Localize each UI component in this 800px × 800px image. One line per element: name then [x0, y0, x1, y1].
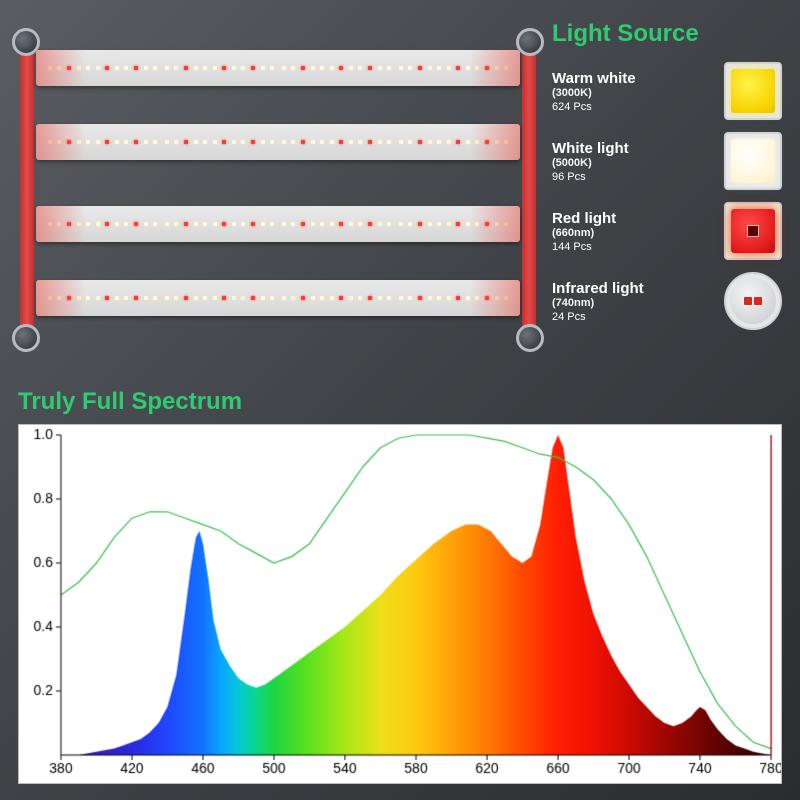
spectrum-title: Truly Full Spectrum	[18, 388, 242, 416]
led-chip-icon	[724, 132, 782, 190]
light-source-row: Red light(660nm) 144 Pcs	[552, 202, 782, 260]
light-source-sub: (3000K)	[552, 87, 724, 99]
mount-knob	[516, 28, 544, 56]
light-source-panel: Light Source Warm white(3000K) 624 Pcs Whi…	[552, 20, 782, 360]
light-source-row: Warm white(3000K) 624 Pcs	[552, 62, 782, 120]
light-source-pcs: 96 Pcs	[552, 171, 724, 183]
led-chip-icon	[724, 272, 782, 330]
mount-knob	[12, 324, 40, 352]
light-source-name: White light	[552, 140, 724, 157]
light-source-row: Infrared light(740nm) 24 Pcs	[552, 272, 782, 330]
light-source-pcs: 624 Pcs	[552, 101, 724, 113]
light-source-pcs: 144 Pcs	[552, 241, 724, 253]
light-source-title: Light Source	[552, 20, 782, 48]
light-source-name: Infrared light	[552, 280, 724, 297]
led-bar	[36, 206, 520, 242]
led-chip-icon	[724, 202, 782, 260]
rail-left	[20, 40, 34, 340]
led-chip-icon	[724, 62, 782, 120]
led-bar	[36, 280, 520, 316]
led-bar	[36, 50, 520, 86]
led-bar	[36, 124, 520, 160]
light-source-sub: (5000K)	[552, 157, 724, 169]
mount-knob	[516, 324, 544, 352]
light-source-sub: (660nm)	[552, 227, 724, 239]
light-source-row: White light(5000K) 96 Pcs	[552, 132, 782, 190]
light-source-sub: (740nm)	[552, 297, 724, 309]
led-fixture	[18, 20, 538, 360]
rail-right	[522, 40, 536, 340]
light-source-name: Red light	[552, 210, 724, 227]
light-source-pcs: 24 Pcs	[552, 311, 724, 323]
spectrum-chart	[18, 424, 782, 784]
light-source-name: Warm white	[552, 70, 724, 87]
